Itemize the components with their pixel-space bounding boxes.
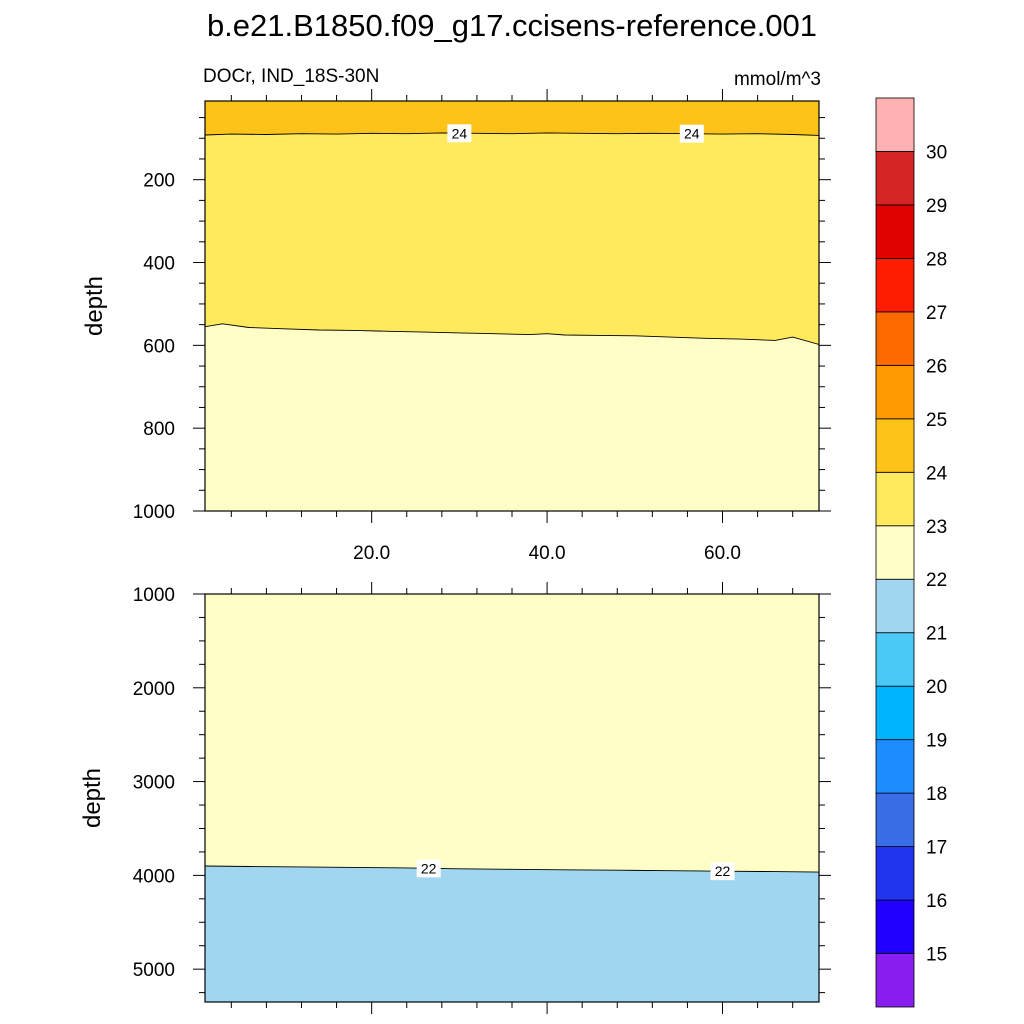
- lower-y-tick-label: 5000: [133, 960, 175, 981]
- lower-y-axis: 1000 2000 3000 4000 5000: [133, 585, 831, 994]
- lower-y-tick-label: 4000: [133, 866, 175, 887]
- colorbar-label: 15: [926, 945, 947, 966]
- lower-contour-fills: [205, 594, 819, 1002]
- colorbar-swatch: [875, 792, 915, 847]
- colorbar-swatch: [875, 311, 915, 366]
- colorbar-swatch: [875, 204, 915, 259]
- upper-x-tick-label: 20.0: [353, 543, 390, 564]
- colorbar-label: 21: [926, 624, 947, 645]
- upper-contour-labels: 24 24: [447, 124, 704, 143]
- colorbar-label: 22: [926, 570, 947, 591]
- colorbar-swatch: [875, 418, 915, 473]
- colorbar-swatch: [875, 846, 915, 901]
- lower-y-tick-label: 2000: [133, 679, 175, 700]
- colorbar-swatch: [875, 685, 915, 741]
- lower-y-axis-title: depth: [79, 768, 106, 828]
- lower-contour-label-box: [710, 862, 735, 881]
- upper-contour-label: 24: [684, 126, 700, 142]
- upper-y-tick-label: 400: [143, 254, 175, 275]
- upper-contour-label-box: [447, 124, 472, 143]
- upper-contour-line-23: [205, 323, 819, 345]
- colorbar-label: 23: [926, 517, 947, 538]
- colorbar-label: 17: [926, 838, 947, 859]
- colorbar-swatch: [875, 953, 915, 1008]
- upper-x-axis: 20.0 40.0 60.0: [230, 89, 794, 564]
- colorbar-swatch: [875, 739, 915, 794]
- upper-region-23-24: [205, 101, 819, 345]
- colorbar-label: 26: [926, 356, 947, 377]
- colorbar-swatch: [875, 632, 915, 687]
- lower-contour-labels: 22 22: [416, 859, 735, 881]
- chart-subtitle-left: DOCr, IND_18S-30N: [203, 66, 379, 87]
- upper-y-axis: 200 400 600 800 1000: [133, 117, 831, 523]
- chart-units-label: mmol/m^3: [734, 69, 821, 90]
- upper-contour-label-box: [679, 124, 704, 143]
- colorbar-swatch: [875, 258, 915, 313]
- colorbar-swatch: [875, 97, 915, 152]
- colorbar: 15 16 17 18 19 20 21 22 23 24 25 26 27 28 29 30: [875, 97, 948, 1008]
- upper-y-tick-label: 600: [143, 336, 175, 357]
- lower-region-22-23: [205, 594, 819, 873]
- upper-region-24-25: [205, 101, 819, 136]
- colorbar-swatch: [875, 899, 915, 954]
- colorbar-label: 30: [926, 142, 947, 163]
- colorbar-label: 20: [926, 677, 947, 698]
- upper-x-tick-label: 40.0: [529, 543, 566, 564]
- upper-contour-lines: [205, 132, 819, 345]
- upper-y-axis-title: depth: [81, 276, 108, 336]
- upper-contour-line-24: [205, 132, 819, 136]
- colorbar-label: 27: [926, 303, 947, 324]
- colorbar-label: 29: [926, 196, 947, 217]
- upper-panel: 24 24 200 400 600 800 1000 20.0 40.0 60.0 depth: [81, 89, 831, 564]
- colorbar-label: 16: [926, 891, 947, 912]
- upper-x-tick-label: 60.0: [704, 543, 741, 564]
- upper-y-tick-label: 800: [143, 419, 175, 440]
- colorbar-label: 25: [926, 410, 947, 431]
- upper-y-tick-label: 1000: [133, 502, 175, 523]
- lower-contour-label-box: [416, 859, 441, 878]
- lower-contour-label: 22: [715, 863, 731, 879]
- colorbar-swatch: [875, 364, 915, 420]
- colorbar-label: 28: [926, 249, 947, 270]
- colorbar-swatch: [875, 525, 915, 580]
- upper-y-tick-label: 200: [143, 171, 175, 192]
- colorbar-swatch: [875, 151, 915, 206]
- colorbar-swatch: [875, 471, 915, 527]
- lower-y-tick-label: 1000: [133, 585, 175, 606]
- colorbar-label: 24: [926, 463, 948, 484]
- colorbar-swatch: [875, 578, 915, 634]
- colorbar-label: 18: [926, 784, 947, 805]
- colorbar-label: 19: [926, 731, 947, 752]
- lower-contour-label: 22: [421, 860, 437, 876]
- lower-panel: 22 22 1000 2000 3000 4000 5000 depth: [79, 582, 831, 1014]
- lower-x-axis: [230, 582, 794, 1014]
- upper-contour-fills: [205, 101, 819, 511]
- upper-contour-label: 24: [452, 125, 468, 141]
- lower-y-tick-label: 3000: [133, 773, 175, 794]
- chart-title: b.e21.B1850.f09_g17.ccisens-reference.00…: [207, 8, 817, 43]
